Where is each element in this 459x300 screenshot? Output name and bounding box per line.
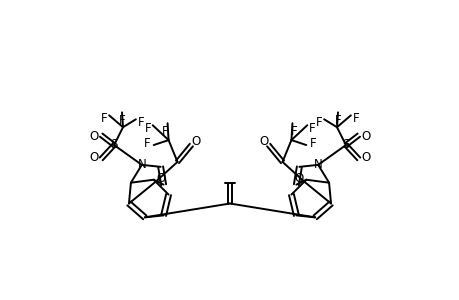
Text: F: F — [162, 125, 168, 138]
Text: N: N — [313, 158, 322, 171]
Text: O: O — [156, 172, 165, 185]
Text: F: F — [309, 136, 316, 150]
Text: O: O — [258, 135, 268, 148]
Text: F: F — [137, 116, 144, 129]
Text: O: O — [294, 172, 303, 185]
Text: N: N — [137, 158, 146, 171]
Text: F: F — [118, 114, 125, 127]
Text: O: O — [191, 135, 201, 148]
Text: S: S — [341, 138, 349, 151]
Text: F: F — [101, 112, 107, 125]
Text: O: O — [360, 130, 369, 142]
Text: S: S — [110, 138, 118, 151]
Text: F: F — [291, 125, 297, 138]
Text: F: F — [315, 116, 322, 129]
Text: O: O — [360, 152, 369, 164]
Text: F: F — [308, 122, 315, 135]
Text: O: O — [90, 152, 99, 164]
Text: O: O — [90, 130, 99, 142]
Text: F: F — [143, 136, 150, 150]
Text: F: F — [144, 122, 151, 135]
Text: F: F — [352, 112, 358, 125]
Text: F: F — [334, 114, 341, 127]
